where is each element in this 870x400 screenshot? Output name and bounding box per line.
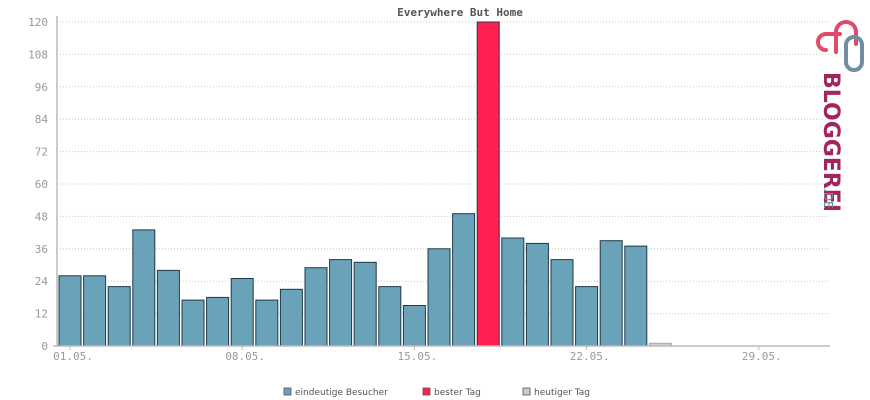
x-tick-label: 01.05.: [53, 350, 93, 363]
y-tick-label: 36: [35, 243, 48, 256]
bar-visitors: [353, 261, 377, 347]
x-tick-label: 29.05.: [742, 350, 782, 363]
y-axis-ticks: 0 12 24 36 48 60 72 84 96 108 120: [28, 16, 48, 353]
legend-swatch: [283, 387, 292, 396]
axes: [53, 16, 830, 347]
bar-visitors: [329, 259, 353, 347]
bar-visitors: [427, 248, 451, 347]
x-axis-ticks: 01.05. 08.05. 15.05. 22.05. 29.05.: [53, 346, 782, 363]
bar-visitors: [58, 275, 82, 347]
bar-visitors: [501, 237, 525, 347]
legend-swatch: [422, 387, 431, 396]
logo-name: BLOGGEREI: [818, 72, 843, 212]
chart-title: Everywhere But Home: [397, 6, 523, 19]
y-tick-label: 72: [35, 146, 48, 159]
y-tick-label: 24: [35, 275, 49, 288]
bar-visitors: [550, 259, 574, 347]
bar-visitors: [304, 267, 328, 347]
bar-visitors: [107, 286, 131, 347]
legend-item: heutiger Tag: [522, 387, 590, 398]
bar-visitors: [181, 299, 205, 347]
bar-visitors: [402, 305, 426, 347]
x-tick-label: 15.05.: [398, 350, 438, 363]
bars: [58, 21, 672, 347]
y-tick-label: 96: [35, 81, 48, 94]
bar-visitors: [624, 245, 648, 347]
bar-visitors: [255, 299, 279, 347]
bar-visitors: [525, 242, 549, 347]
bar-visitors: [83, 275, 107, 347]
x-tick-label: 08.05.: [225, 350, 265, 363]
legend-swatch: [522, 387, 531, 396]
legend-label: eindeutige Besucher: [295, 388, 388, 398]
bar-visitors: [156, 269, 180, 347]
y-tick-label: 108: [28, 48, 48, 61]
y-tick-label: 120: [28, 16, 48, 29]
bloggerei-logo[interactable]: BLOGGEREI .DE: [816, 20, 864, 212]
bar-visitors: [279, 288, 303, 347]
bar-visitors: [132, 229, 156, 347]
bar-best-day: [476, 21, 500, 347]
y-tick-label: 84: [35, 113, 49, 126]
logo-suffix: .DE: [821, 188, 835, 209]
y-tick-label: 48: [35, 210, 48, 223]
bar-visitors: [206, 296, 230, 347]
legend-label: heutiger Tag: [534, 388, 590, 398]
y-tick-label: 12: [35, 308, 48, 321]
bar-visitors: [230, 278, 254, 347]
bar-visitors: [378, 286, 402, 347]
x-tick-label: 22.05.: [570, 350, 610, 363]
y-tick-label: 0: [41, 340, 48, 353]
bar-visitors: [575, 286, 599, 347]
bar-visitors: [452, 213, 476, 347]
legend-item: bester Tag: [422, 387, 481, 398]
legend-label: bester Tag: [434, 388, 481, 398]
legend: eindeutige Besucher bester Tag heutiger Ta…: [283, 387, 590, 398]
legend-item: eindeutige Besucher: [283, 387, 388, 398]
y-tick-label: 60: [35, 178, 48, 191]
bar-visitors: [599, 240, 623, 347]
blog-links-icon: [816, 20, 864, 72]
